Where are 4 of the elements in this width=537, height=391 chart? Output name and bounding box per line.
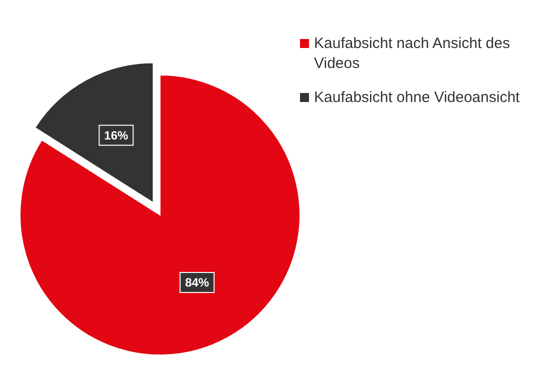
data-label: 16% bbox=[104, 128, 128, 142]
legend-label: Kaufabsicht ohne Videoansicht bbox=[314, 89, 521, 106]
data-label: 84% bbox=[185, 275, 210, 290]
legend-label: Kaufabsicht nach Ansicht des Videos bbox=[314, 35, 510, 72]
